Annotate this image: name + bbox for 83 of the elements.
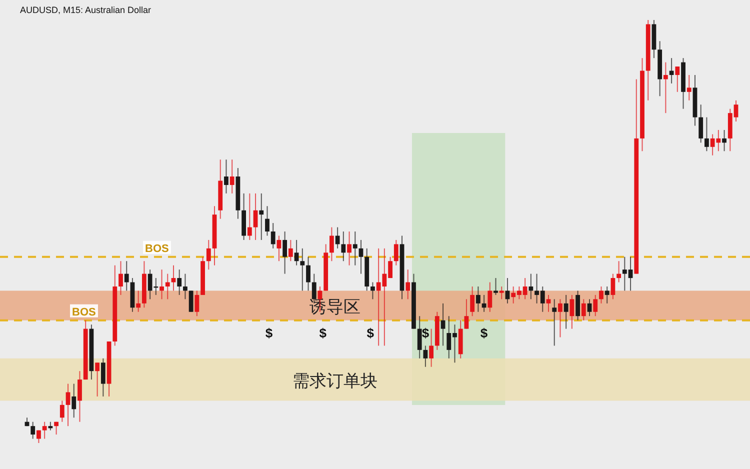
candlestick bbox=[171, 264, 176, 292]
candlestick bbox=[335, 226, 340, 249]
candlestick bbox=[347, 231, 352, 266]
candlestick bbox=[505, 278, 510, 304]
candlestick bbox=[394, 239, 398, 266]
candlestick bbox=[300, 248, 305, 292]
candlestick bbox=[36, 430, 41, 444]
candlestick bbox=[423, 345, 428, 368]
candlestick bbox=[329, 226, 334, 262]
candlestick bbox=[224, 159, 228, 194]
candlestick bbox=[663, 62, 668, 114]
candlestick bbox=[253, 192, 258, 240]
candlestick bbox=[675, 66, 680, 92]
candlestick bbox=[276, 235, 282, 262]
candlestick bbox=[206, 239, 211, 270]
candlestick bbox=[528, 273, 534, 300]
candlestick bbox=[564, 294, 568, 330]
candlestick bbox=[488, 282, 492, 312]
candlestick bbox=[30, 421, 36, 440]
chart-title: AUDUSD, M15: Australian Dollar bbox=[20, 5, 152, 15]
annotation: $ bbox=[422, 325, 430, 340]
candlestick bbox=[429, 328, 434, 368]
candlestick bbox=[470, 286, 475, 317]
candlestick bbox=[494, 278, 498, 296]
candlestick bbox=[118, 260, 123, 296]
candlestick bbox=[499, 286, 504, 300]
ref-line-label: BOS bbox=[72, 306, 96, 318]
candlestick bbox=[160, 269, 164, 300]
candlestick bbox=[306, 256, 310, 292]
candlestick bbox=[341, 231, 346, 262]
candlestick bbox=[282, 231, 288, 274]
annotation: $ bbox=[366, 325, 375, 340]
candlestick bbox=[698, 104, 704, 144]
candlestick bbox=[136, 290, 141, 312]
candlestick bbox=[95, 362, 100, 397]
candlestick bbox=[406, 269, 410, 300]
candlestick bbox=[464, 298, 469, 330]
candlestick bbox=[616, 260, 622, 283]
candlestick bbox=[72, 383, 76, 418]
candlestick bbox=[593, 294, 598, 317]
candlestick bbox=[188, 290, 194, 312]
candlestick bbox=[259, 192, 264, 240]
ref-line-label: BOS bbox=[145, 242, 169, 255]
candlestick bbox=[552, 298, 557, 346]
candlestick bbox=[54, 421, 58, 436]
candlestick bbox=[599, 286, 604, 304]
candlestick bbox=[610, 273, 616, 300]
candlestick bbox=[686, 74, 692, 101]
candlestick bbox=[581, 298, 586, 321]
candlestick bbox=[183, 273, 188, 300]
candlestick bbox=[100, 358, 106, 397]
candlestick bbox=[194, 290, 200, 317]
candlestick bbox=[265, 206, 270, 236]
candlestick bbox=[66, 383, 70, 427]
candlestick bbox=[704, 116, 709, 152]
candlestick bbox=[270, 222, 276, 249]
candlestick bbox=[587, 298, 592, 317]
candlestick bbox=[417, 316, 422, 359]
annotation: $ bbox=[265, 325, 274, 340]
candlestick bbox=[558, 298, 562, 338]
candlestick bbox=[570, 294, 574, 330]
candlestick bbox=[546, 294, 551, 312]
candlestick bbox=[476, 286, 480, 312]
candlestick bbox=[247, 192, 252, 240]
candlestick bbox=[370, 282, 375, 300]
candlestick bbox=[722, 129, 726, 152]
candlestick bbox=[576, 290, 580, 321]
candlestick bbox=[124, 260, 129, 292]
candlestick bbox=[60, 400, 64, 422]
candlestick bbox=[604, 286, 610, 304]
candlestick bbox=[230, 159, 234, 194]
candlestick bbox=[42, 421, 47, 440]
candlestick bbox=[165, 273, 170, 300]
candlestick bbox=[78, 370, 82, 422]
candlestick bbox=[440, 302, 446, 346]
candlestick bbox=[358, 239, 364, 274]
candlestick bbox=[288, 239, 293, 262]
annotation: $ bbox=[319, 325, 328, 340]
candlestick bbox=[177, 269, 182, 296]
candlestick bbox=[352, 231, 358, 266]
band-label: 需求订单块 bbox=[292, 372, 378, 391]
annotation: $ bbox=[480, 325, 488, 340]
candlestick bbox=[294, 239, 299, 266]
